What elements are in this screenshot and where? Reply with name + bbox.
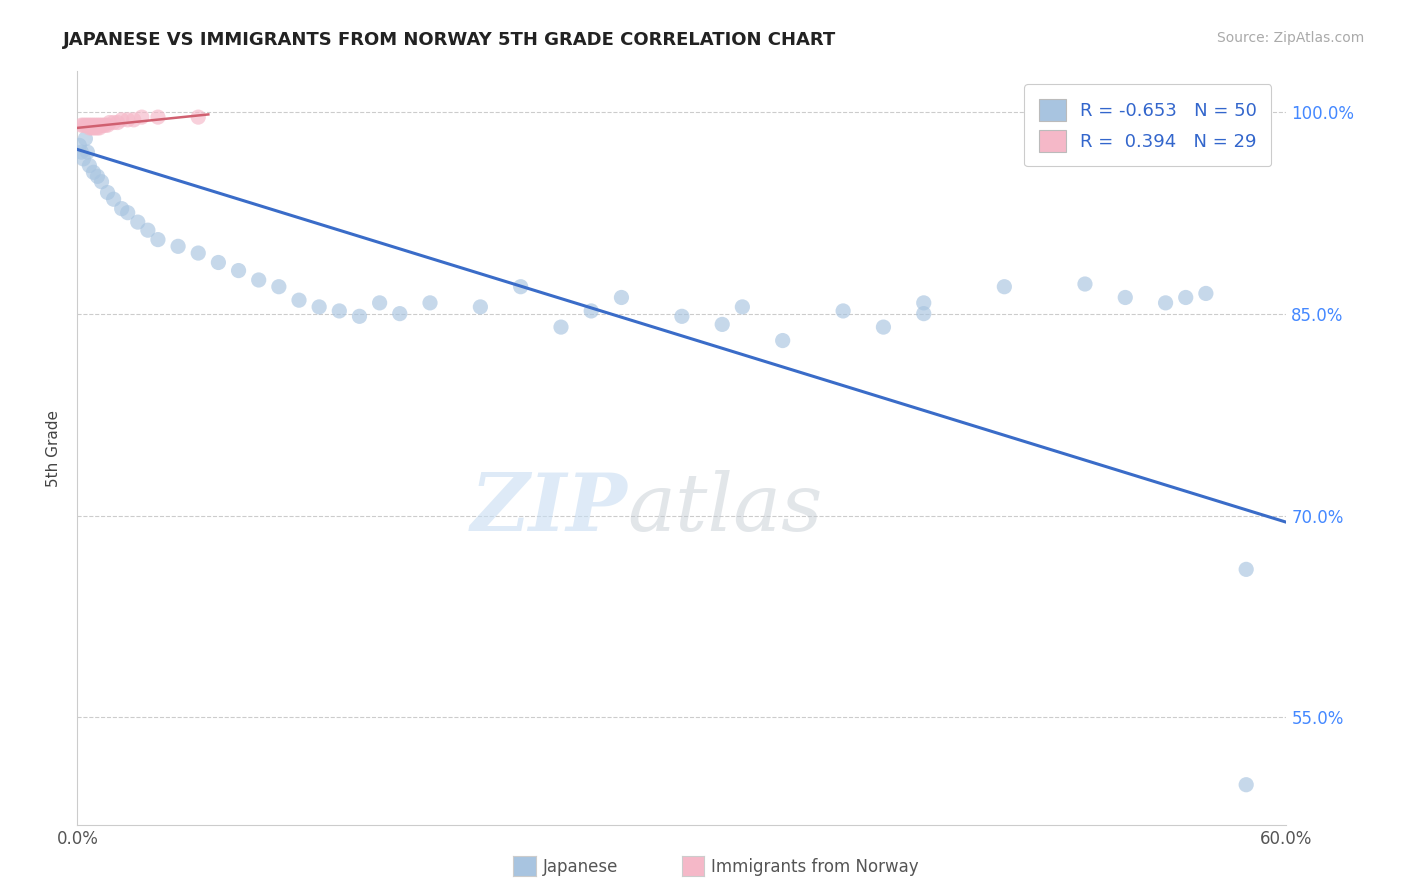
Point [107,115,129,129]
Point [90,118,112,132]
Point [1195,286,1218,301]
Point [1154,296,1177,310]
Point [82,165,104,179]
Point [90,175,112,189]
Point [86,169,108,184]
Legend: R = -0.653   N = 50, R =  0.394   N = 29: R = -0.653 N = 50, R = 0.394 N = 29 [1024,84,1271,166]
Point [94,118,117,132]
Text: Immigrants from Norway: Immigrants from Norway [711,858,920,876]
Point [328,304,350,318]
Point [79,118,101,132]
Point [67,138,90,153]
Point [80,118,103,132]
Point [187,110,209,124]
Point [136,223,159,237]
Point [167,239,190,253]
Point [131,110,153,124]
Point [993,279,1015,293]
Point [103,192,125,206]
Point [111,202,134,216]
Point [912,307,935,321]
Point [832,304,855,318]
Point [187,246,209,260]
Text: JAPANESE VS IMMIGRANTS FROM NORWAY 5TH GRADE CORRELATION CHART: JAPANESE VS IMMIGRANTS FROM NORWAY 5TH G… [63,31,837,49]
Point [89,120,111,135]
Point [93,118,115,132]
Point [470,300,492,314]
Point [96,118,118,132]
Point [75,118,97,132]
Point [80,120,103,135]
Point [70,118,93,132]
Point [79,120,101,135]
Point [207,255,229,269]
Point [711,318,734,332]
Point [72,152,94,166]
Text: Japanese: Japanese [543,858,619,876]
Point [146,110,169,124]
Point [671,310,693,324]
Point [1174,291,1197,305]
Y-axis label: 5th Grade: 5th Grade [46,409,62,487]
Point [550,320,572,334]
Point [1074,277,1097,291]
Point [98,115,121,129]
Point [111,112,134,127]
Point [84,120,107,135]
Point [86,118,108,132]
Text: Source: ZipAtlas.com: Source: ZipAtlas.com [1216,31,1364,45]
Point [228,263,250,277]
Point [146,233,169,247]
Point [1114,291,1136,305]
Point [82,120,104,135]
Point [388,307,411,321]
Point [731,300,754,314]
Point [117,205,139,219]
Point [1234,562,1257,576]
Point [70,145,93,160]
Point [72,118,94,132]
Point [96,186,118,200]
Point [368,296,391,310]
Point [247,273,270,287]
Point [79,159,101,173]
Point [419,296,441,310]
Text: atlas: atlas [627,470,823,548]
Point [267,279,290,293]
Point [288,293,311,308]
Point [103,115,125,129]
Point [509,279,531,293]
Point [581,304,603,318]
Point [872,320,894,334]
Point [1234,778,1257,792]
Point [84,118,107,132]
Point [75,131,97,145]
Text: ZIP: ZIP [471,470,627,548]
Point [610,291,633,305]
Point [117,112,139,127]
Point [76,145,98,160]
Point [308,300,330,314]
Point [89,118,111,132]
Point [76,118,98,132]
Point [912,296,935,310]
Point [86,120,108,135]
Point [772,334,794,348]
Point [127,215,149,229]
Point [82,118,104,132]
Point [349,310,371,324]
Point [122,112,145,127]
